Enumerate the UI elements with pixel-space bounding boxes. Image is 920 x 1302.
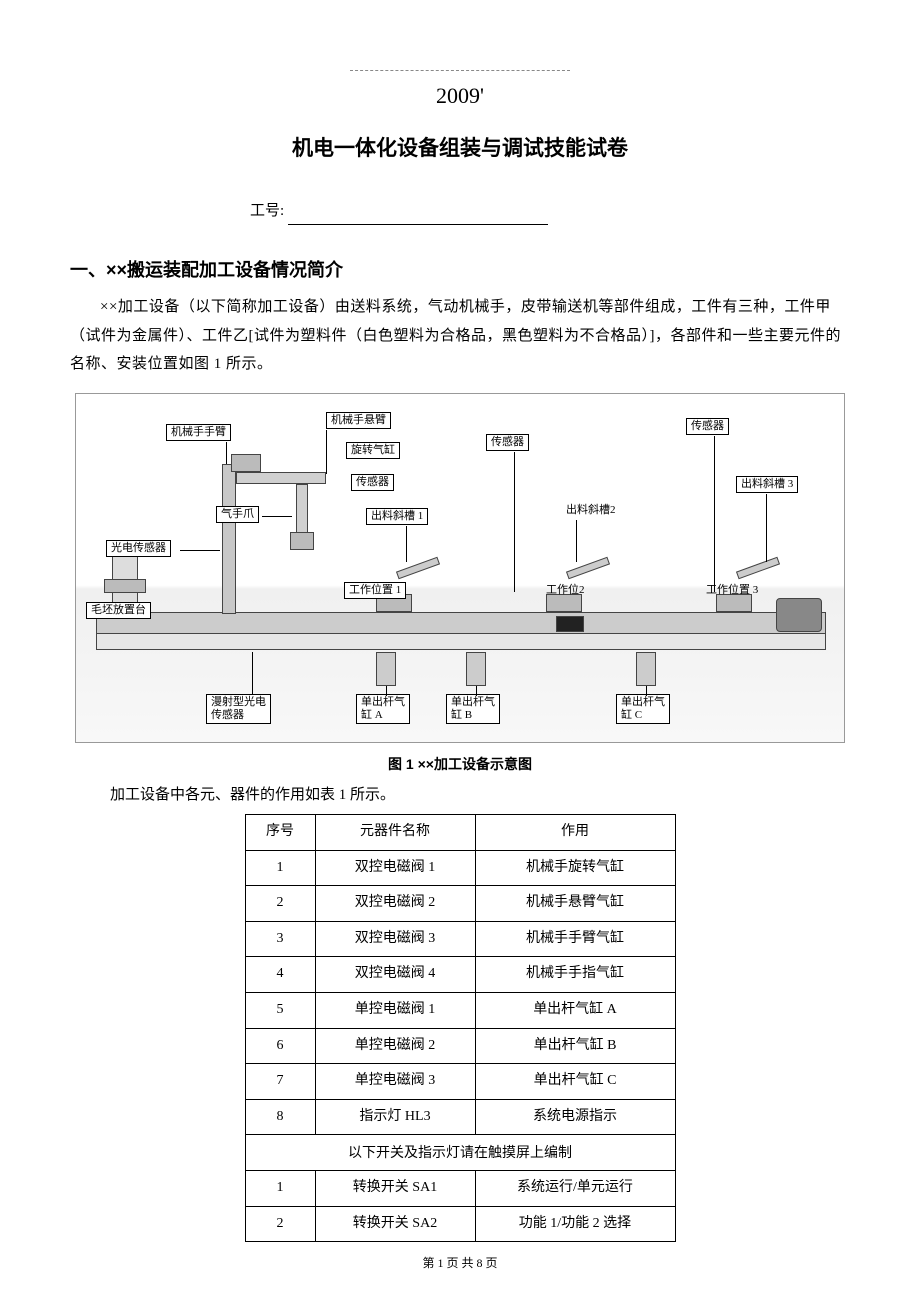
- label-work-pos-3: 工作位置 3: [706, 584, 758, 597]
- table-row: 1双控电磁阀 1机械手旋转气缸: [245, 850, 675, 886]
- table-cell-func: 机械手手指气缸: [475, 957, 675, 993]
- label-blank-stage: 毛坯放置台: [86, 602, 151, 619]
- th-name: 元器件名称: [315, 814, 475, 850]
- table-cell-idx: 5: [245, 992, 315, 1028]
- table-cell-func: 机械手旋转气缸: [475, 850, 675, 886]
- table-header-row: 序号 元器件名称 作用: [245, 814, 675, 850]
- table-cell-name: 转换开关 SA2: [315, 1206, 475, 1242]
- table-cell-name: 单控电磁阀 2: [315, 1028, 475, 1064]
- table-cell-func: 机械手手臂气缸: [475, 921, 675, 957]
- label-gripper: 气手爪: [216, 506, 259, 523]
- components-table: 序号 元器件名称 作用 1双控电磁阀 1机械手旋转气缸2双控电磁阀 2机械手悬臂…: [245, 814, 676, 1242]
- label-work-pos-1: 工作位置 1: [344, 582, 406, 599]
- table-cell-name: 双控电磁阀 2: [315, 886, 475, 922]
- worker-id-blank[interactable]: [288, 207, 548, 225]
- table-cell-name: 指示灯 HL3: [315, 1099, 475, 1135]
- table-cell-name: 单控电磁阀 3: [315, 1064, 475, 1100]
- table-cell-func: 功能 1/功能 2 选择: [475, 1206, 675, 1242]
- header-divider: [350, 70, 570, 71]
- table-cell-func: 系统运行/单元运行: [475, 1170, 675, 1206]
- table-cell-name: 双控电磁阀 3: [315, 921, 475, 957]
- table-section-note: 以下开关及指示灯请在触摸屏上编制: [245, 1135, 675, 1171]
- table-cell-func: 单出杆气缸 C: [475, 1064, 675, 1100]
- label-photo-sensor: 光电传感器: [106, 540, 171, 557]
- table-cell-func: 系统电源指示: [475, 1099, 675, 1135]
- page-footer: 第 1 页 共 8 页: [70, 1252, 850, 1275]
- label-sensor-c: 传感器: [686, 418, 729, 435]
- table-cell-idx: 2: [245, 1206, 315, 1242]
- th-index: 序号: [245, 814, 315, 850]
- table-row: 6单控电磁阀 2单出杆气缸 B: [245, 1028, 675, 1064]
- label-cylinder-c: 单出杆气 缸 C: [616, 694, 670, 724]
- equipment-diagram: 机械手手臂 机械手悬臂 旋转气缸 传感器 传感器 传感器 气手爪 光电传感器 毛…: [75, 393, 845, 743]
- table-cell-func: 机械手悬臂气缸: [475, 886, 675, 922]
- table-cell-name: 双控电磁阀 1: [315, 850, 475, 886]
- table-row: 4双控电磁阀 4机械手手指气缸: [245, 957, 675, 993]
- table-row: 7单控电磁阀 3单出杆气缸 C: [245, 1064, 675, 1100]
- table-cell-name: 双控电磁阀 4: [315, 957, 475, 993]
- label-manipulator-arm: 机械手手臂: [166, 424, 231, 441]
- table-cell-idx: 8: [245, 1099, 315, 1135]
- label-diffuse-sensor: 漫射型光电 传感器: [206, 694, 271, 724]
- table-cell-idx: 1: [245, 850, 315, 886]
- table-row: 3双控电磁阀 3机械手手臂气缸: [245, 921, 675, 957]
- label-cylinder-a: 单出杆气 缸 A: [356, 694, 410, 724]
- table-row: 2转换开关 SA2功能 1/功能 2 选择: [245, 1206, 675, 1242]
- table-cell-func: 单出杆气缸 A: [475, 992, 675, 1028]
- th-function: 作用: [475, 814, 675, 850]
- table-row: 8指示灯 HL3系统电源指示: [245, 1099, 675, 1135]
- label-sensor-b: 传感器: [486, 434, 529, 451]
- label-chute-1: 出料斜槽 1: [366, 508, 428, 525]
- table-cell-name: 转换开关 SA1: [315, 1170, 475, 1206]
- table-cell-idx: 6: [245, 1028, 315, 1064]
- table-cell-idx: 4: [245, 957, 315, 993]
- table-cell-idx: 2: [245, 886, 315, 922]
- table-row: 5单控电磁阀 1单出杆气缸 A: [245, 992, 675, 1028]
- table-intro-text: 加工设备中各元、器件的作用如表 1 所示。: [110, 781, 850, 810]
- table-cell-idx: 7: [245, 1064, 315, 1100]
- document-title: 机电一体化设备组装与调试技能试卷: [70, 129, 850, 169]
- figure-1-caption: 图 1 ××加工设备示意图: [70, 751, 850, 778]
- worker-id-line: 工号:: [250, 197, 850, 226]
- table-row: 1转换开关 SA1系统运行/单元运行: [245, 1170, 675, 1206]
- table-cell-idx: 3: [245, 921, 315, 957]
- label-chute-2: 出料斜槽2: [566, 504, 616, 517]
- label-work-pos-2: 工作位2: [546, 584, 585, 597]
- label-chute-3: 出料斜槽 3: [736, 476, 798, 493]
- label-cylinder-b: 单出杆气 缸 B: [446, 694, 500, 724]
- label-manipulator-boom: 机械手悬臂: [326, 412, 391, 429]
- table-cell-idx: 1: [245, 1170, 315, 1206]
- label-rotary-cylinder: 旋转气缸: [346, 442, 400, 459]
- table-row: 2双控电磁阀 2机械手悬臂气缸: [245, 886, 675, 922]
- table-cell-name: 单控电磁阀 1: [315, 992, 475, 1028]
- table-section-note-row: 以下开关及指示灯请在触摸屏上编制: [245, 1135, 675, 1171]
- table-cell-func: 单出杆气缸 B: [475, 1028, 675, 1064]
- section-1-heading: 一、××搬运装配加工设备情况简介: [70, 253, 850, 287]
- label-sensor-a: 传感器: [351, 474, 394, 491]
- worker-id-label: 工号:: [250, 203, 284, 219]
- section-1-paragraph: ××加工设备（以下简称加工设备）由送料系统，气动机械手，皮带输送机等部件组成，工…: [70, 293, 850, 379]
- document-year: 2009': [70, 75, 850, 117]
